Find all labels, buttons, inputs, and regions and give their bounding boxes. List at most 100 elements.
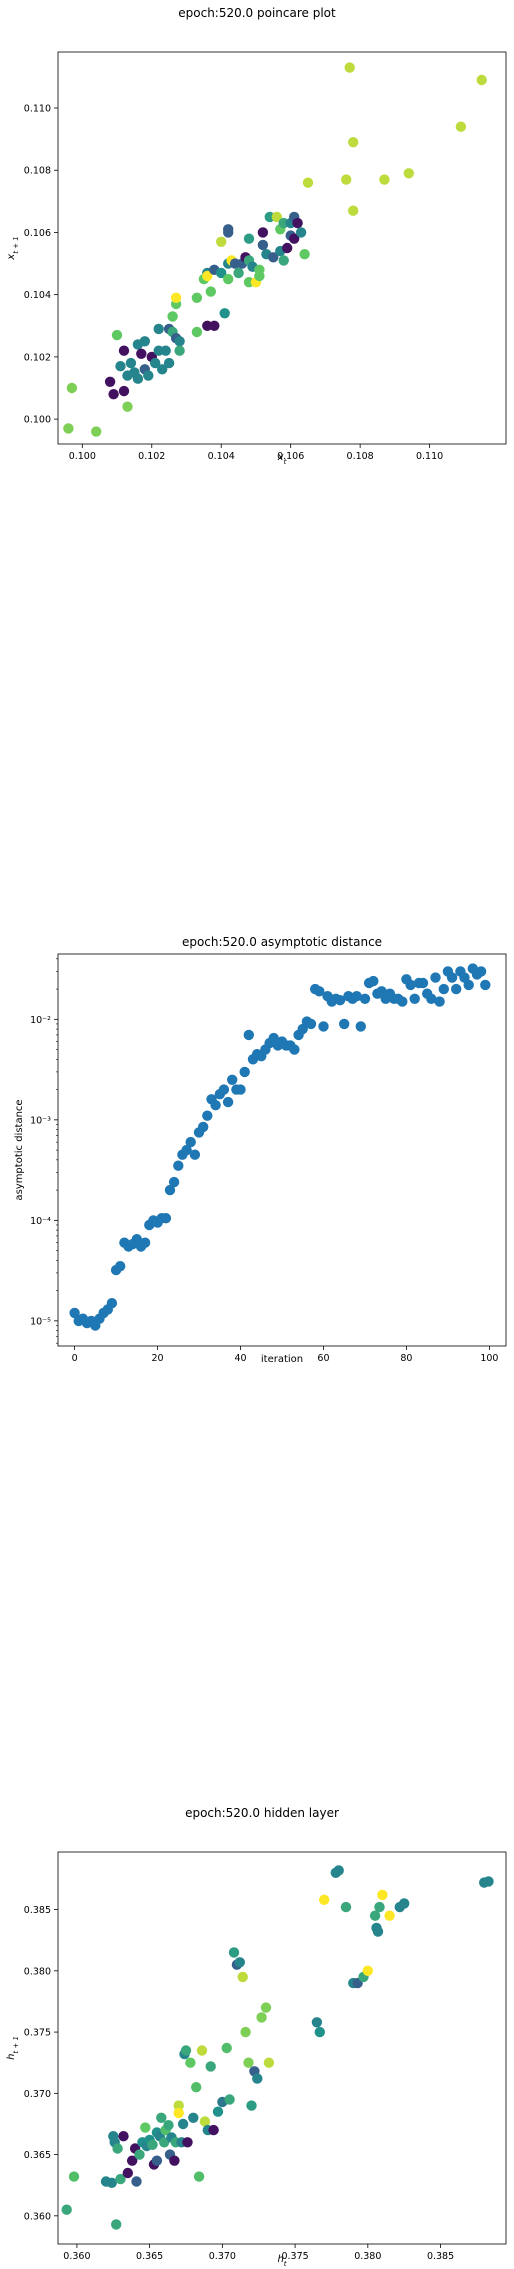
poincare-point xyxy=(115,361,126,372)
poincare-ylabel: xt + 1 xyxy=(6,236,20,260)
asymptotic-point xyxy=(235,1084,246,1095)
hidden-layer-point xyxy=(199,2116,211,2127)
hidden-layer-point xyxy=(173,2100,184,2111)
hidden-layer-point xyxy=(115,2173,126,2185)
poincare-point xyxy=(191,326,203,338)
poincare-point xyxy=(223,224,234,235)
hidden-layer-point xyxy=(311,2017,323,2028)
asymptotic-point xyxy=(173,1160,184,1171)
poincare-title: epoch:520.0 poincare plot xyxy=(178,6,336,20)
hidden-layer-point xyxy=(193,2171,205,2182)
asymptotic-point xyxy=(397,996,408,1007)
hidden-layer-point xyxy=(263,2057,275,2068)
poincare-point xyxy=(111,329,123,341)
asymptotic-ytick-label: 10⁻⁵ xyxy=(30,1316,51,1327)
poincare-point xyxy=(157,364,168,375)
hidden-layer-point xyxy=(68,2171,80,2182)
hidden-layer-xtick-label: 0.385 xyxy=(427,2251,454,2262)
asymptotic-title: epoch:520.0 asymptotic distance xyxy=(182,935,382,949)
hidden-layer-point xyxy=(147,2139,158,2150)
hidden-layer-point xyxy=(384,1910,395,1921)
hidden-layer-point xyxy=(177,2118,189,2130)
poincare-point xyxy=(174,345,185,356)
hidden-layer-point xyxy=(260,2002,272,2013)
asymptotic-point xyxy=(451,983,462,995)
poincare-point xyxy=(108,389,119,400)
hidden-layer-point xyxy=(112,2143,123,2154)
hidden-layer-point xyxy=(237,1971,248,1983)
hidden-layer-point xyxy=(221,2042,232,2054)
hidden-layer-point xyxy=(191,2082,202,2093)
poincare-xlabel: xt xyxy=(277,452,287,466)
asymptotic-xtick-label: 80 xyxy=(400,1353,412,1364)
poincare-point xyxy=(202,270,213,282)
hidden-layer-point xyxy=(182,2137,193,2148)
asymptotic-point xyxy=(69,1307,80,1319)
hidden-layer-point xyxy=(169,2155,180,2166)
poincare-chart: epoch:520.0 poincare plot 0.100 0.102 0.10… xyxy=(6,6,507,466)
asymptotic-point xyxy=(289,1044,300,1055)
hidden-layer-point xyxy=(156,2112,167,2123)
poincare-point xyxy=(118,385,130,397)
poincare-point xyxy=(302,177,314,188)
hidden-layer-xtick-label: 0.375 xyxy=(281,2251,308,2262)
poincare-ytick-label: 0.110 xyxy=(24,104,51,115)
hidden-layer-point xyxy=(234,1957,245,1968)
asymptotic-ticks: 0 20 40 60 80 100 10⁻⁵ 10⁻⁴ 10⁻³ 10⁻² xyxy=(30,958,498,1364)
asymptotic-point xyxy=(160,1213,172,1224)
asymptotic-point xyxy=(334,995,346,1006)
hidden-layer-ytick-label: 0.375 xyxy=(24,2028,51,2039)
hidden-layer-ytick-label: 0.380 xyxy=(24,1966,51,1977)
hidden-layer-point xyxy=(159,2137,170,2148)
hidden-layer-point xyxy=(212,2106,224,2117)
hidden-layer-xtick-label: 0.370 xyxy=(209,2251,236,2262)
poincare-xtick-label: 0.106 xyxy=(277,451,304,462)
hidden-layer-points xyxy=(61,1865,494,2230)
asymptotic-ytick-label: 10⁻³ xyxy=(30,1115,51,1126)
asymptotic-point xyxy=(218,1084,230,1095)
hidden-layer-xtick-label: 0.365 xyxy=(136,2251,163,2262)
poincare-point xyxy=(299,249,310,260)
hidden-layer-ticks: 0.360 0.365 0.370 0.375 0.380 0.385 0.360 0.365… xyxy=(24,1905,454,2262)
poincare-point xyxy=(233,267,244,279)
hidden-layer-point xyxy=(374,1901,385,1913)
asymptotic-point xyxy=(305,1018,317,1030)
asymptotic-point xyxy=(239,1066,250,1078)
poincare-point xyxy=(63,423,74,434)
hidden-layer-point xyxy=(151,2155,163,2166)
poincare-point xyxy=(295,227,307,238)
hidden-layer-point xyxy=(372,1926,384,1937)
asymptotic-points xyxy=(69,963,491,1331)
hidden-layer-point xyxy=(208,2124,219,2136)
poincare-point xyxy=(174,336,185,347)
poincare-point xyxy=(455,121,467,132)
asymptotic-point xyxy=(139,1237,151,1248)
hidden-layer-point xyxy=(240,2026,251,2038)
poincare-xtick-label: 0.102 xyxy=(138,451,165,462)
poincare-point xyxy=(292,217,303,229)
hidden-layer-point xyxy=(127,2155,138,2166)
poincare-point xyxy=(379,174,390,185)
hidden-layer-point xyxy=(483,1876,494,1887)
asymptotic-xtick-label: 0 xyxy=(72,1353,78,1364)
hidden-layer-point xyxy=(369,1910,381,1921)
asymptotic-point xyxy=(463,979,474,991)
asymptotic-point xyxy=(430,972,441,983)
poincare-point xyxy=(243,233,255,244)
hidden-layer-point xyxy=(319,1894,330,1906)
asymptotic-xtick-label: 40 xyxy=(234,1353,246,1364)
hidden-layer-point xyxy=(131,2176,142,2187)
asymptotic-point xyxy=(314,986,325,997)
hidden-layer-ytick-label: 0.370 xyxy=(24,2089,51,2100)
hidden-layer-point xyxy=(111,2219,122,2230)
hidden-layer-point xyxy=(362,1965,373,1977)
poincare-point xyxy=(341,174,352,185)
asymptotic-point xyxy=(434,996,445,1007)
poincare-point xyxy=(143,370,154,381)
poincare-ytick-label: 0.100 xyxy=(24,415,51,426)
asymptotic-point xyxy=(351,991,362,1002)
poincare-point xyxy=(191,292,203,303)
poincare-ytick-label: 0.102 xyxy=(24,352,51,363)
asymptotic-point xyxy=(480,979,491,991)
